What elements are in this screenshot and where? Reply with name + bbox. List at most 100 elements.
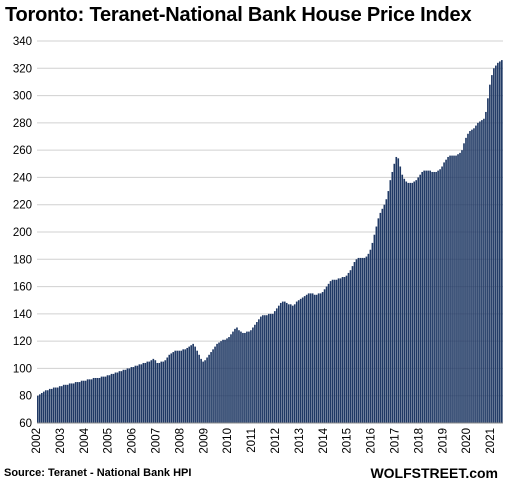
bar (397, 158, 400, 423)
bar (339, 278, 342, 423)
bar (86, 379, 89, 423)
bar (449, 155, 451, 423)
bar (92, 377, 95, 423)
y-tick-label: 120 (13, 336, 32, 348)
bar (72, 383, 75, 423)
bar (501, 60, 503, 423)
bar (471, 129, 473, 423)
x-tick-label: 2009 (198, 428, 210, 454)
bar (224, 339, 226, 423)
x-tick-label: 2015 (342, 428, 354, 454)
x-tick-label: 2005 (103, 428, 115, 454)
bar (401, 174, 404, 423)
y-tick-label: 100 (13, 363, 32, 375)
bar (307, 293, 310, 423)
x-axis-ticks: 2002 2003 2004 2005 2006 2007 2008 2009 2010 2011… (31, 427, 497, 453)
bar (104, 376, 107, 423)
bar (465, 137, 467, 424)
bar (50, 388, 53, 423)
bar (214, 346, 216, 423)
bar (208, 354, 210, 423)
bar (158, 362, 161, 423)
x-tick-label: 2007 (151, 428, 163, 454)
bar (327, 283, 330, 423)
bar (399, 166, 402, 423)
bar (258, 319, 260, 423)
bar (194, 346, 196, 423)
bar (477, 122, 479, 424)
bar (389, 180, 392, 423)
bar (146, 361, 149, 423)
bar (228, 337, 230, 423)
bar (445, 159, 447, 423)
bar (325, 286, 328, 423)
bar (192, 343, 194, 423)
x-tick-label: 2012 (270, 428, 282, 454)
bar (479, 121, 481, 424)
x-tick-label: 2021 (485, 428, 497, 454)
bar (40, 392, 43, 423)
bar (295, 301, 298, 423)
bar (437, 170, 439, 423)
bar (329, 281, 332, 423)
bar (58, 386, 61, 423)
bar (108, 375, 111, 423)
x-tick-label: 2002 (31, 428, 43, 454)
bar (405, 181, 408, 423)
bar (172, 352, 175, 423)
bar (285, 302, 288, 423)
bar (297, 300, 300, 423)
bar (56, 387, 59, 423)
bar (483, 118, 485, 423)
bar (102, 376, 105, 423)
y-tick-label: 300 (13, 91, 32, 103)
chart-title: Toronto: Teranet-National Bank House Pri… (5, 4, 472, 26)
x-tick-label: 2008 (174, 428, 186, 454)
bar (355, 259, 358, 423)
bar (66, 384, 69, 423)
bar (419, 174, 421, 423)
bar (70, 383, 73, 423)
bar (489, 84, 491, 423)
bar (341, 277, 344, 423)
bar (188, 346, 190, 423)
bar (347, 272, 350, 423)
bar (439, 169, 441, 423)
bar (238, 330, 240, 423)
bar (435, 171, 437, 423)
bar (309, 293, 312, 423)
bar (411, 182, 414, 423)
bar (118, 371, 121, 423)
bar (170, 353, 173, 423)
bar (126, 368, 129, 423)
bar (371, 242, 374, 423)
bar (461, 150, 463, 423)
bar (459, 152, 461, 423)
bar (321, 292, 324, 423)
bar (260, 316, 262, 423)
bar (391, 171, 394, 423)
y-tick-label: 220 (13, 200, 32, 212)
bar (447, 156, 449, 423)
bar (240, 331, 242, 423)
bar (361, 257, 364, 423)
bar (485, 111, 487, 423)
bar (287, 304, 290, 423)
bar (266, 315, 268, 423)
bar (78, 382, 81, 423)
bar (475, 125, 477, 423)
y-tick-label: 320 (13, 63, 32, 75)
bar (451, 155, 453, 423)
bar (48, 388, 51, 423)
bar (305, 294, 308, 423)
bar (132, 367, 135, 423)
y-tick-label: 340 (13, 36, 32, 48)
bar (283, 301, 286, 423)
bar (112, 373, 115, 423)
bar (413, 181, 416, 423)
bar (128, 368, 131, 423)
bar (190, 345, 192, 423)
bar (180, 350, 183, 423)
bar (236, 327, 238, 423)
